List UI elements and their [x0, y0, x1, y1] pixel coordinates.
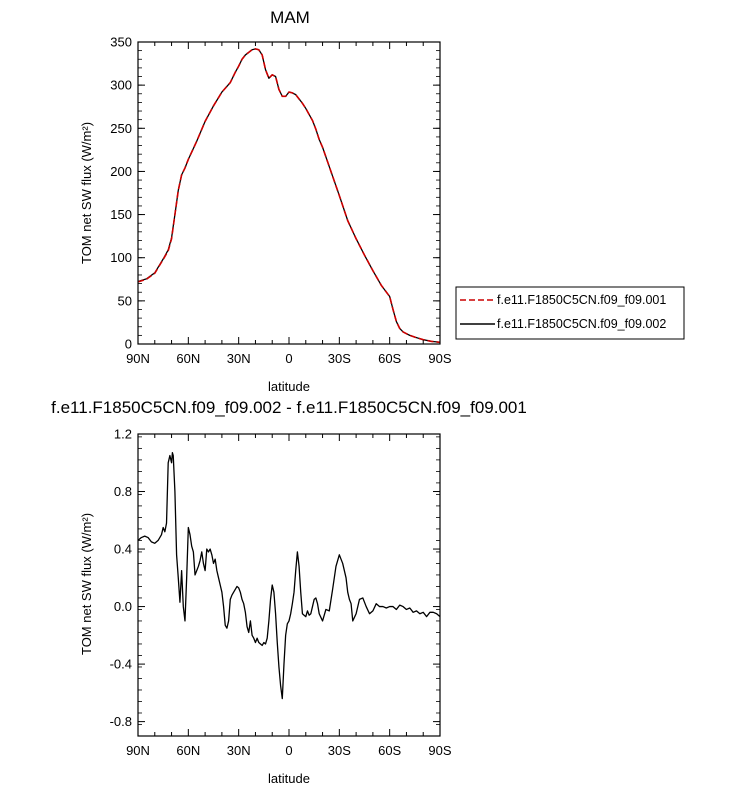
panel-1-ytick-label: 200 [110, 164, 132, 179]
panel-1-series-line-1 [137, 48, 441, 344]
panel-2-ytick-label: 0.0 [114, 599, 132, 614]
panel-1-ytick-label: 350 [110, 35, 132, 50]
panel-1-xtick-label: 90S [428, 351, 451, 366]
panel-2-frame [137, 433, 441, 737]
panel-2-xtick-label: 30N [227, 743, 251, 758]
panel-2-ytick-label: -0.4 [110, 657, 132, 672]
panel-1: MAM 90N 60N 30N 0 30S 60S 90S 0 50 100 150 200 250 30… [79, 8, 452, 394]
panel-1-xtick-label: 60S [378, 351, 401, 366]
panel-2-xtick-label: 0 [285, 743, 292, 758]
legend-label-series-2: f.e11.F1850C5CN.f09_f09.002 [497, 317, 666, 331]
panel-2-title: f.e11.F1850C5CN.f09_f09.002 - f.e11.F185… [51, 398, 527, 417]
panel-2-ytick-label: 0.8 [114, 484, 132, 499]
panel-2-xlabel: latitude [268, 771, 310, 786]
panel-1-ylabel: TOM net SW flux (W/m²) [79, 122, 94, 264]
panel-1-frame [137, 41, 441, 345]
panel-2-xtick-label: 30S [328, 743, 351, 758]
panel-2-ytick-label: 1.2 [114, 427, 132, 442]
panel-2-series [137, 452, 441, 700]
legend-label-series-1: f.e11.F1850C5CN.f09_f09.001 [497, 293, 666, 307]
panel-1-xtick-label: 30N [227, 351, 251, 366]
panel-2-ytick-label: 0.4 [114, 542, 132, 557]
legend-box [455, 286, 685, 340]
panel-1-title: MAM [270, 8, 310, 27]
panel-2-xtick-label: 60S [378, 743, 401, 758]
legend: f.e11.F1850C5CN.f09_f09.001 f.e11.F1850C… [455, 286, 685, 340]
panel-2-xtick-label: 60N [176, 743, 200, 758]
panel-1-ytick-label: 50 [118, 293, 132, 308]
panel-1-ytick-label: 300 [110, 78, 132, 93]
panel-2-axes: 90N 60N 30N 0 30S 60S 90S -0.8 -0.4 0.0 0.4 0.8 1.2 [110, 427, 452, 759]
panel-2: f.e11.F1850C5CN.f09_f09.002 - f.e11.F185… [51, 398, 527, 786]
panel-1-xtick-label: 60N [176, 351, 200, 366]
panel-1-series [137, 48, 441, 344]
panel-1-ytick-label: 250 [110, 121, 132, 136]
panel-1-ytick-label: 100 [110, 250, 132, 265]
panel-1-xtick-label: 90N [126, 351, 150, 366]
panel-1-xtick-label: 0 [285, 351, 292, 366]
panel-2-xtick-label: 90N [126, 743, 150, 758]
panel-1-ytick-label: 0 [125, 337, 132, 352]
panel-1-axes: 90N 60N 30N 0 30S 60S 90S 0 50 100 150 200 250 300 350 [110, 35, 452, 367]
panel-2-series-line-1 [137, 452, 441, 700]
panel-1-xtick-label: 30S [328, 351, 351, 366]
panel-1-ytick-label: 150 [110, 207, 132, 222]
panel-2-ylabel: TOM net SW flux (W/m²) [79, 513, 94, 655]
panel-2-xtick-label: 90S [428, 743, 451, 758]
panel-2-ytick-label: -0.8 [110, 714, 132, 729]
panel-1-xlabel: latitude [268, 379, 310, 394]
